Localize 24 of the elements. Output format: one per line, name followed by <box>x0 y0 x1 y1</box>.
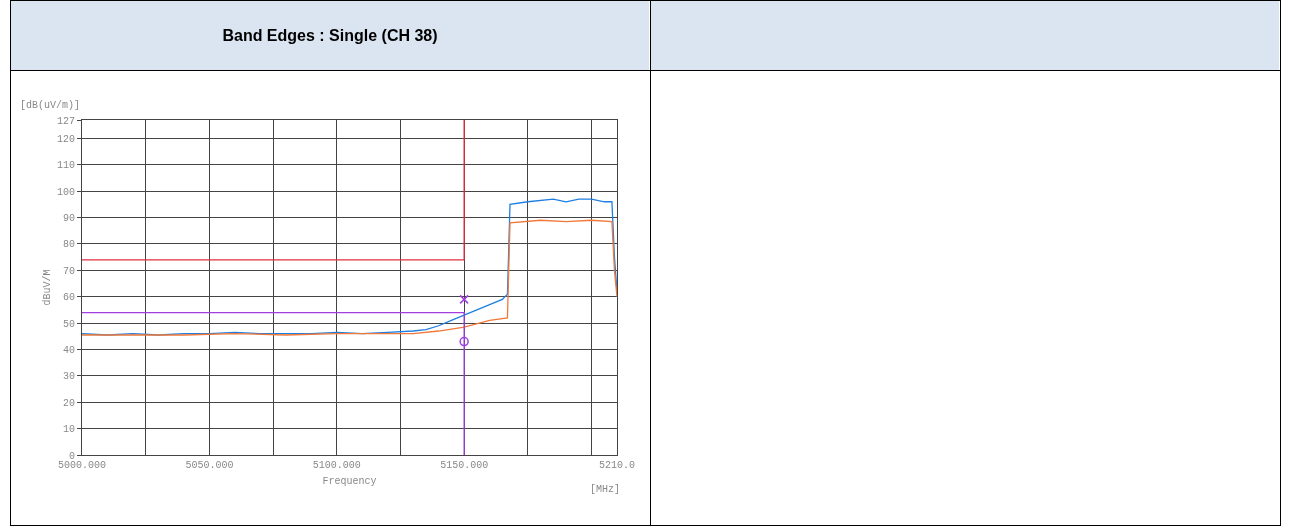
x-tick-label: 5210.0 <box>598 460 636 471</box>
y-tick-label: 127 <box>56 115 75 127</box>
text: [MHz] <box>590 484 621 495</box>
x-tick-label: 5100.000 <box>312 460 361 471</box>
y-tick-label: 0 <box>68 450 75 462</box>
x-tick-label: 5050.000 <box>185 460 234 471</box>
chart-title: Band Edges : Single (CH 38) <box>11 1 649 70</box>
y-tick-label: 70 <box>62 265 75 277</box>
y-tick-label: 30 <box>62 371 75 383</box>
y-axis-title: dBuV/M <box>41 269 53 306</box>
y-tick-label: 120 <box>56 133 75 145</box>
y-tick-label: 10 <box>62 424 75 436</box>
x-axis-title: Frequency <box>322 475 377 487</box>
y-tick-label: 40 <box>62 344 75 356</box>
y-tick-label: 100 <box>56 186 75 198</box>
text: [dB(uV/m)] <box>20 100 81 111</box>
x-tick-label: 5000.000 <box>57 460 107 471</box>
y-tick-label: 50 <box>62 318 75 330</box>
y-tick-label: 110 <box>56 160 75 172</box>
y-tick-label: 60 <box>62 292 75 304</box>
y-tick-label: 90 <box>62 213 75 225</box>
y-tick-label: 80 <box>62 239 75 251</box>
y-tick-label: 20 <box>62 397 75 409</box>
x-tick-label: 5150.000 <box>440 460 489 471</box>
